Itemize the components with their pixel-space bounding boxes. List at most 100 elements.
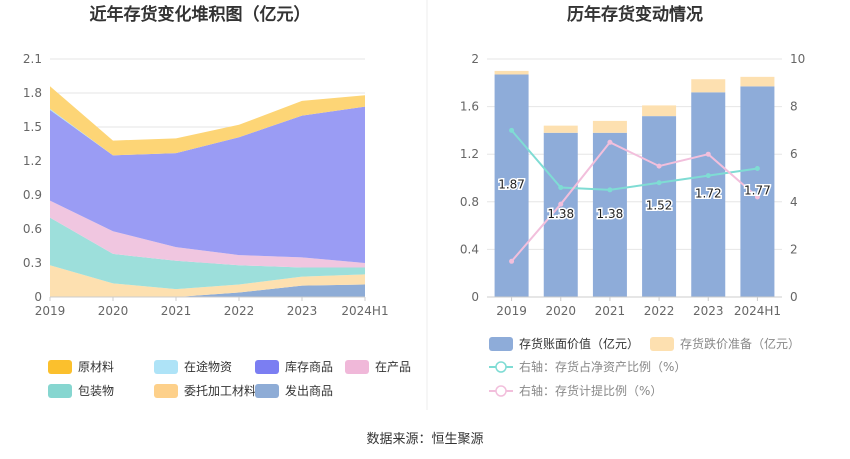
right-y-tick: 0.8 (460, 195, 479, 209)
bar-book-value (543, 132, 578, 297)
legend-label: 右轴：存货占净资产比例（%） (519, 359, 686, 374)
left-legend-swatch (255, 384, 279, 398)
bar-provision (592, 120, 627, 133)
right-x-tick: 2023 (693, 304, 724, 318)
left-x-tick: 2020 (98, 304, 129, 318)
left-legend-swatch (154, 360, 178, 374)
right-y2-tick: 10 (790, 52, 805, 66)
right-y-tick: 1.2 (460, 147, 479, 161)
right-x-tick: 2024H1 (734, 304, 781, 318)
left-legend-label: 在产品 (375, 360, 411, 374)
bar-book-value (642, 116, 677, 298)
right-y2-tick: 8 (790, 100, 798, 114)
right-grid (487, 58, 782, 298)
left-x-axis: 2019 2020 2021 2022 2023 2024H1 (35, 296, 389, 318)
right-legend: 存货账面价值（亿元） 存货跌价准备（亿元） 右轴：存货占净资产比例（%） 右轴：存货计… (489, 336, 800, 398)
legend-label: 存货跌价准备（亿元） (680, 336, 800, 351)
left-legend-swatch (154, 384, 178, 398)
area-2 (50, 217, 365, 290)
source-note: 数据来源：恒生聚源 (366, 432, 483, 447)
line-point (558, 185, 564, 191)
right-bar-labels: 1.87 1.38 1.38 1.52 1.72 1.77 (497, 176, 773, 222)
area-0 (50, 284, 365, 297)
right-x-tick: 2021 (595, 304, 626, 318)
line-point (656, 163, 662, 169)
left-legend-label: 发出商品 (285, 383, 333, 398)
area-4 (50, 106, 365, 263)
right-y-axis: 0 0.4 0.8 1.2 1.6 2 (460, 52, 479, 304)
right-bars (494, 70, 775, 298)
right-y-tick: 0 (471, 290, 479, 304)
bar-value-label: 1.87 (498, 178, 525, 192)
legend-swatch-provision (650, 337, 674, 351)
bar-provision (642, 105, 677, 117)
legend-label: 存货账面价值（亿元） (519, 336, 639, 351)
left-legend-label: 委托加工材料 (184, 384, 256, 398)
left-x-tick: 2023 (287, 304, 318, 318)
left-y-tick: 0.3 (23, 256, 42, 270)
left-x-tick: 2022 (224, 304, 255, 318)
left-legend-label: 原材料 (78, 360, 114, 374)
right-y-tick: 0.4 (460, 242, 479, 256)
line-point (607, 187, 613, 193)
bar-value-label: 1.38 (597, 207, 624, 221)
left-y-tick: 1.2 (23, 154, 42, 168)
right-x-tick: 2022 (644, 304, 675, 318)
line-point (754, 165, 760, 171)
left-y-tick: 0.6 (23, 222, 42, 236)
left-y-tick: 0 (34, 290, 42, 304)
right-y2-tick: 6 (790, 147, 798, 161)
left-legend-label: 库存商品 (285, 359, 333, 374)
line-point (509, 258, 515, 264)
bar-book-value (691, 92, 726, 297)
left-legend-swatch (48, 360, 72, 374)
left-x-tick: 2021 (161, 304, 192, 318)
line-point (509, 127, 515, 133)
right-chart-title: 历年存货变动情况 (567, 4, 703, 25)
legend-swatch-book-value (489, 337, 513, 351)
right-x-axis: 2019 2020 2021 2022 2023 2024H1 (487, 296, 782, 318)
area-3 (50, 200, 365, 268)
line-point (607, 139, 613, 145)
line-point (754, 194, 760, 200)
left-legend-swatch (48, 384, 72, 398)
bar-provision (543, 125, 578, 133)
left-legend-swatch (255, 360, 279, 374)
right-y2-tick: 0 (790, 290, 798, 304)
bar-value-label: 1.52 (646, 199, 673, 213)
line-series-2 (510, 129, 758, 191)
left-areas (50, 86, 365, 297)
left-y-tick: 0.9 (23, 188, 42, 202)
legend-marker (495, 385, 507, 397)
bar-value-label: 1.72 (695, 187, 722, 201)
area-6 (50, 86, 365, 156)
left-legend-label: 包装物 (78, 384, 114, 398)
right-y2-tick: 4 (790, 195, 798, 209)
left-x-tick: 2019 (35, 304, 66, 318)
bar-value-label: 1.77 (744, 184, 771, 198)
right-y2-axis: 0 2 4 6 8 10 (790, 52, 805, 304)
line-point (656, 180, 662, 186)
left-legend-swatch (345, 360, 369, 374)
left-y-tick: 1.8 (23, 86, 42, 100)
right-y-tick: 1.6 (460, 100, 479, 114)
right-lines (509, 127, 760, 264)
right-x-tick: 2020 (545, 304, 576, 318)
bar-provision (494, 70, 529, 75)
left-chart-title: 近年存货变化堆积图（亿元） (90, 4, 311, 25)
legend-label: 右轴：存货计提比例（%） (519, 383, 662, 398)
left-legend-label: 在途物资 (184, 359, 232, 374)
left-y-tick: 2.1 (23, 52, 42, 66)
bar-book-value (740, 86, 775, 298)
bar-value-label: 1.38 (547, 207, 574, 221)
line-series-3 (510, 141, 759, 262)
bar-provision (691, 79, 726, 93)
left-x-tick: 2024H1 (341, 304, 388, 318)
left-y-tick: 1.5 (23, 120, 42, 134)
area-1 (50, 265, 365, 297)
bar-book-value (592, 132, 627, 297)
line-point (558, 201, 564, 207)
left-y-axis: 0 0.3 0.6 0.9 1.2 1.5 1.8 2.1 (23, 52, 42, 304)
